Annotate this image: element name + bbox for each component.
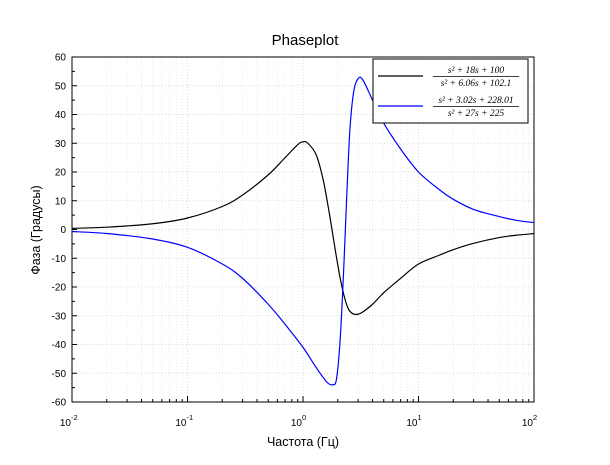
x-tick-label: 101 bbox=[406, 413, 421, 429]
y-tick-label: -10 bbox=[52, 254, 67, 265]
y-axis-title: Фаза (Градусы) bbox=[29, 185, 43, 274]
y-tick-label: 50 bbox=[55, 81, 67, 92]
x-tick-label: 102 bbox=[522, 413, 537, 429]
x-tick-exponent: -2 bbox=[71, 413, 78, 422]
legend: s² + 18s + 100 s² + 6.06s + 102.1 s² + 3.0… bbox=[372, 58, 529, 124]
legend-entry: s² + 18s + 100 s² + 6.06s + 102.1 bbox=[378, 66, 519, 89]
legend-box bbox=[372, 58, 529, 124]
x-tick-base: 10 bbox=[60, 418, 72, 429]
chart-title: Phaseplot bbox=[272, 32, 340, 49]
x-tick-label: 10-1 bbox=[175, 413, 193, 429]
y-tick-label: 30 bbox=[55, 139, 67, 150]
legend-numerator: s² + 18s + 100 bbox=[448, 66, 505, 76]
x-tick-exponent: 0 bbox=[302, 413, 306, 422]
y-tick-label: 60 bbox=[55, 53, 67, 64]
x-tick-base: 10 bbox=[406, 418, 418, 429]
series-line-1 bbox=[71, 140, 535, 316]
y-tick-label: 0 bbox=[60, 225, 66, 236]
y-tick-label: -30 bbox=[52, 311, 67, 322]
x-tick-base: 10 bbox=[522, 418, 534, 429]
y-tick-label: -20 bbox=[52, 283, 67, 294]
y-tick-label: 10 bbox=[55, 196, 67, 207]
y-tick-label: 20 bbox=[55, 168, 67, 179]
x-tick-exponent: 2 bbox=[533, 413, 537, 422]
x-axis-title: Частота (Гц) bbox=[267, 435, 339, 449]
legend-denominator: s² + 27s + 225 bbox=[448, 109, 505, 119]
y-tick-label: -40 bbox=[52, 340, 67, 351]
legend-numerator: s² + 3.02s + 228.01 bbox=[438, 96, 513, 106]
x-tick-exponent: -1 bbox=[187, 413, 194, 422]
x-tick-label: 100 bbox=[291, 413, 306, 429]
y-tick-label: 40 bbox=[55, 110, 67, 121]
y-tick-label: -60 bbox=[52, 398, 67, 409]
legend-denominator: s² + 6.06s + 102.1 bbox=[441, 79, 512, 89]
axis-ticks: -60-50-40-30-20-10010203040506010-210-11… bbox=[52, 53, 538, 430]
series-lines bbox=[71, 76, 535, 386]
x-tick-exponent: 1 bbox=[418, 413, 422, 422]
x-tick-base: 10 bbox=[175, 418, 187, 429]
series-line-2 bbox=[71, 76, 535, 386]
legend-entry: s² + 3.02s + 228.01 s² + 27s + 225 bbox=[378, 96, 519, 119]
x-tick-base: 10 bbox=[291, 418, 303, 429]
y-tick-label: -50 bbox=[52, 369, 67, 380]
x-tick-label: 10-2 bbox=[60, 413, 78, 429]
